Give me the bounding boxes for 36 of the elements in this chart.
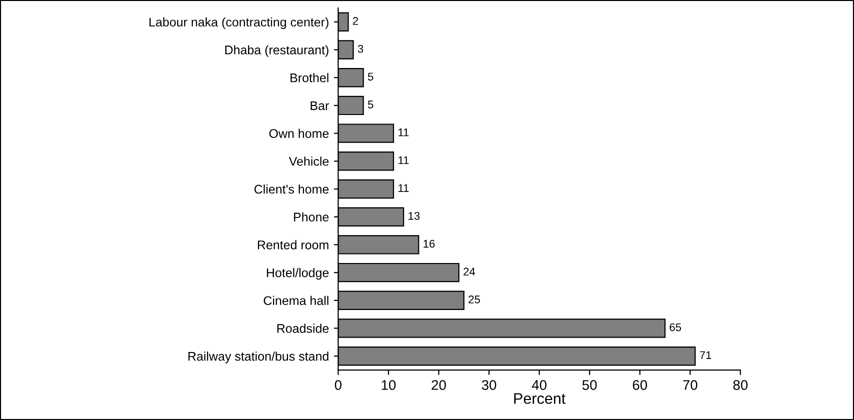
data-label: 2: [352, 17, 358, 25]
y-tick-label: Dhaba (restaurant): [225, 45, 328, 57]
x-tick-label: 10: [382, 380, 396, 390]
x-axis-title: Percent: [514, 393, 566, 404]
x-tick-label: 50: [582, 380, 597, 390]
data-label: 5: [368, 72, 374, 81]
y-tick-label: Labour naka (contracting center): [150, 17, 328, 30]
x-tick-label: 40: [532, 380, 546, 390]
data-label: 24: [464, 268, 476, 276]
data-label: 13: [408, 212, 420, 220]
y-tick-label: Cinema hall: [264, 296, 328, 306]
y-tick-label: Bar: [310, 101, 329, 110]
x-tick-label: 80: [733, 380, 748, 390]
data-label: 11: [398, 156, 409, 164]
data-label: 3: [358, 44, 364, 53]
x-tick-label: 60: [632, 380, 648, 390]
data-label: 16: [424, 240, 435, 248]
y-tick-label: Vehicle: [288, 156, 329, 166]
data-label: 11: [398, 128, 409, 136]
y-tick-label: Phone: [294, 212, 329, 222]
y-tick-label: Railway station/bus stand: [188, 352, 328, 364]
y-tick-label: Hotel/lodge: [266, 268, 329, 280]
data-label: 71: [700, 351, 712, 359]
data-label: 65: [670, 323, 682, 332]
data-label: 5: [368, 100, 374, 108]
x-tick-label: 70: [683, 380, 698, 390]
x-tick-label: 0: [334, 380, 342, 390]
x-tick-label: 30: [482, 380, 496, 390]
y-tick-label: Brothel: [290, 73, 328, 82]
data-label: 11: [398, 184, 409, 192]
x-tick-label: 20: [432, 380, 446, 390]
data-label: 25: [468, 296, 480, 304]
y-tick-label: Rented room: [258, 240, 328, 250]
y-tick-label: Own home: [269, 128, 329, 138]
y-tick-label: Roadside: [277, 324, 329, 333]
y-tick-label: Client's home: [254, 184, 329, 194]
